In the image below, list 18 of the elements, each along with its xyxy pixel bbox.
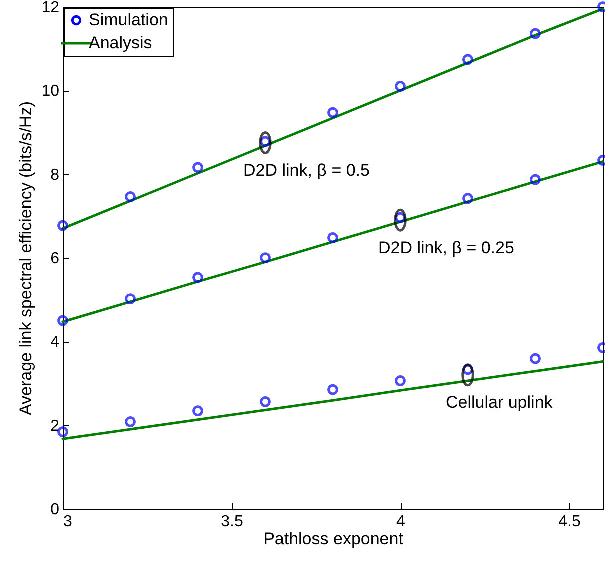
x-tick-label: 3.5 — [221, 514, 244, 530]
x-tick-label: 3 — [64, 514, 72, 530]
y-tick-label: 2 — [50, 418, 60, 435]
legend-label: Simulation — [89, 10, 168, 30]
y-tick-label: 8 — [50, 166, 60, 184]
x-axis-title: Pathloss exponent — [264, 530, 404, 548]
y-tick-label: 4 — [50, 334, 60, 352]
annotation: D2D link, β = 0.5 — [244, 160, 370, 180]
y-axis-title: Average link spectral efficiency (bits/s/Hz) — [16, 102, 36, 416]
legend-label: Analysis — [89, 34, 152, 52]
y-tick-label: 12 — [42, 0, 60, 16]
x-tick-label: 4.5 — [558, 514, 581, 530]
y-tick-label: 0 — [50, 502, 60, 518]
annotation: D2D link, β = 0.25 — [378, 238, 514, 258]
annotation: Cellular uplink — [446, 393, 554, 412]
y-tick-label: 10 — [42, 83, 60, 100]
x-tick-label: 4 — [396, 514, 406, 530]
y-tick-label: 6 — [50, 250, 60, 268]
